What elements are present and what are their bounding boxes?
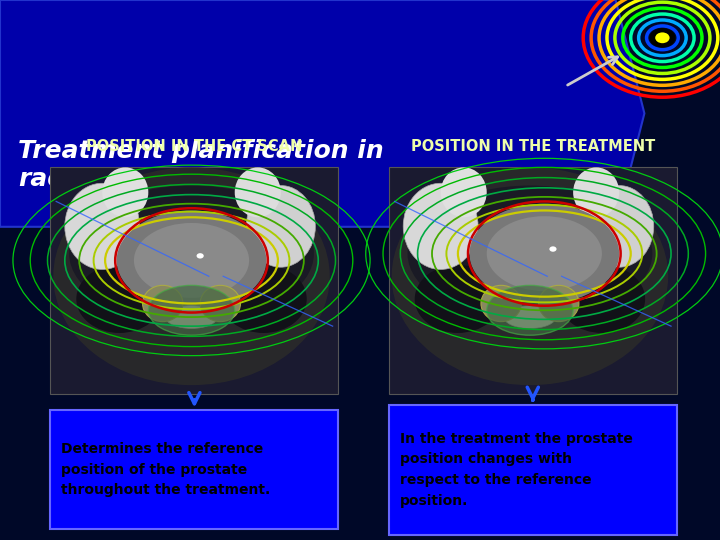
Text: POSITION IN THE CT SCAN: POSITION IN THE CT SCAN (86, 139, 302, 154)
Ellipse shape (200, 285, 240, 322)
Text: Treatment planification in
radiotherapy: Treatment planification in radiotherapy (18, 139, 384, 191)
Text: Determines the reference
position of the prostate
throughout the treatment.: Determines the reference position of the… (61, 442, 271, 497)
Circle shape (197, 253, 204, 259)
Ellipse shape (76, 265, 163, 333)
Ellipse shape (392, 167, 668, 385)
Text: In the treatment the prostate
position changes with
respect to the reference
pos: In the treatment the prostate position c… (400, 432, 632, 508)
Ellipse shape (559, 265, 645, 333)
Ellipse shape (65, 183, 140, 269)
Ellipse shape (487, 216, 602, 291)
Ellipse shape (403, 183, 478, 269)
FancyBboxPatch shape (50, 410, 338, 529)
Text: POSITION IN THE TREATMENT: POSITION IN THE TREATMENT (410, 139, 655, 154)
Polygon shape (0, 0, 644, 227)
Ellipse shape (408, 186, 652, 322)
Ellipse shape (469, 204, 619, 303)
Ellipse shape (246, 186, 315, 267)
Ellipse shape (235, 167, 281, 217)
Ellipse shape (487, 285, 573, 335)
Ellipse shape (573, 167, 619, 217)
Ellipse shape (143, 285, 183, 322)
Circle shape (655, 32, 670, 43)
Ellipse shape (504, 306, 556, 328)
Ellipse shape (148, 285, 235, 335)
FancyBboxPatch shape (50, 167, 338, 394)
FancyBboxPatch shape (389, 405, 677, 535)
Ellipse shape (53, 167, 330, 385)
Circle shape (549, 246, 557, 252)
Ellipse shape (481, 285, 521, 322)
Ellipse shape (539, 285, 579, 322)
Ellipse shape (166, 306, 217, 328)
Ellipse shape (117, 211, 266, 310)
Ellipse shape (415, 265, 501, 333)
Ellipse shape (102, 167, 148, 217)
FancyBboxPatch shape (389, 167, 677, 394)
Ellipse shape (585, 186, 654, 267)
Ellipse shape (441, 167, 487, 217)
Circle shape (649, 28, 675, 48)
Ellipse shape (134, 223, 249, 298)
Ellipse shape (69, 186, 314, 322)
Ellipse shape (220, 265, 307, 333)
